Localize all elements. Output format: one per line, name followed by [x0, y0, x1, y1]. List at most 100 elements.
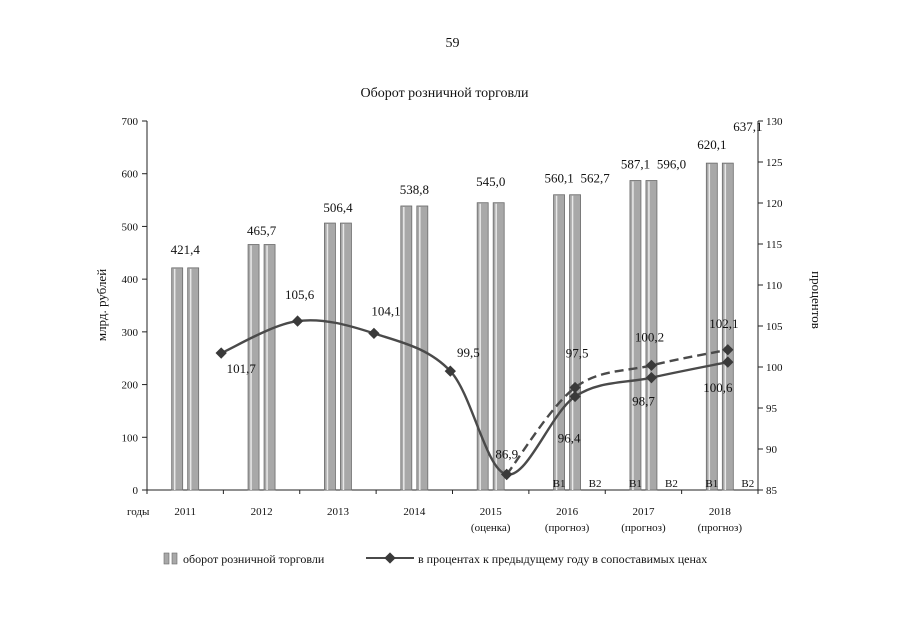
right-tick-label: 90 [766, 444, 778, 456]
x-category-note: (прогноз) [545, 522, 590, 534]
bar-value-label: 596,0 [657, 157, 686, 172]
x-category-note: (прогноз) [621, 522, 666, 534]
left-tick-label: 0 [133, 485, 139, 497]
bar [569, 194, 581, 491]
line-marker [215, 347, 227, 359]
lines-layer [215, 315, 734, 481]
x-category-note: (оценка) [471, 522, 511, 534]
line-marker [722, 344, 734, 356]
legend-line-label: в процентах к предыдущему году в сопоста… [418, 552, 707, 566]
legend-bars-label: оборот розничной торговли [183, 552, 325, 566]
line-value-label: 99,5 [457, 345, 480, 360]
legend-bar-swatch [163, 552, 170, 565]
labels-layer: 421,4 465,7 506,4 538,8 545,0 560,1 562,7 587,1… [171, 119, 763, 490]
line-value-label: 86,9 [495, 446, 518, 461]
right-tick-label: 120 [766, 198, 783, 210]
variant-label-b2: B2 [665, 478, 678, 490]
left-tick-label: 100 [122, 432, 139, 444]
right-tick-label: 85 [766, 485, 778, 497]
x-category-year: 2018 [709, 506, 732, 518]
line-marker [722, 356, 734, 368]
bar-value-label: 538,8 [400, 182, 429, 197]
bar [263, 244, 276, 491]
line-value-label: 105,6 [285, 287, 315, 302]
legend-bar-swatch [171, 552, 178, 565]
bar [340, 222, 352, 491]
bar-value-label: 562,7 [580, 171, 610, 186]
line-value-label: 96,4 [558, 431, 581, 446]
x-axis-prefix: годы [127, 506, 150, 518]
chart-title: Оборот розничной торговли [360, 86, 529, 101]
bar-value-label: 421,4 [171, 242, 201, 257]
line-value-label: 102,1 [709, 316, 738, 331]
bar-value-label: 545,0 [476, 174, 505, 189]
line-marker [569, 390, 581, 403]
bar [721, 162, 734, 491]
legend-line-marker [384, 552, 396, 564]
bar-value-label: 560,1 [544, 171, 573, 186]
x-category-year: 2016 [556, 506, 579, 518]
right-tick-label: 95 [766, 403, 778, 415]
line-marker [645, 359, 658, 372]
right-tick-label: 115 [766, 239, 783, 251]
line-marker [501, 468, 513, 481]
line-marker [291, 315, 304, 327]
bar-value-label: 587,1 [621, 157, 650, 172]
line-series-variant-1 [220, 319, 729, 476]
page-number: 59 [445, 36, 460, 51]
right-tick-label: 105 [766, 321, 783, 333]
bars-layer [171, 162, 734, 491]
line-value-label: 104,1 [371, 303, 400, 318]
line-value-label: 100,2 [635, 329, 664, 344]
bar [553, 194, 565, 491]
right-axis-title: процентов [809, 271, 824, 329]
variant-label-b1: B1 [553, 478, 566, 490]
variant-label-b1: B1 [705, 478, 718, 490]
bar [400, 205, 413, 491]
bar-value-label: 506,4 [323, 200, 353, 215]
bar-value-label: 637,1 [733, 119, 762, 134]
line-marker [444, 365, 456, 377]
bar [629, 180, 642, 491]
x-category-year: 2011 [174, 506, 196, 518]
left-axis-title: млрд. рублей [94, 269, 109, 341]
left-tick-label: 300 [122, 327, 139, 339]
left-tick-label: 600 [122, 169, 139, 181]
line-marker [368, 327, 380, 340]
bar [247, 244, 260, 491]
line-value-label: 97,5 [566, 346, 589, 361]
bar [492, 202, 505, 491]
variant-label-b1: B1 [629, 478, 642, 490]
left-tick-label: 200 [122, 380, 139, 392]
left-tick-label: 500 [122, 221, 139, 233]
line-marker [569, 381, 581, 394]
line-series-variant-2 [505, 348, 729, 476]
line-marker [645, 372, 658, 384]
x-category-year: 2017 [632, 506, 655, 518]
right-tick-label: 130 [766, 116, 783, 128]
x-category-year: 2015 [480, 506, 503, 518]
line-value-label: 100,6 [703, 380, 733, 395]
line-value-label: 98,7 [632, 394, 655, 409]
left-tick-label: 400 [122, 274, 139, 286]
bar-value-label: 465,7 [247, 223, 277, 238]
x-category-year: 2013 [327, 506, 350, 518]
x-category-year: 2014 [403, 506, 426, 518]
x-category-year: 2012 [251, 506, 273, 518]
right-tick-label: 110 [766, 280, 783, 292]
bar [705, 162, 718, 491]
legend: оборот розничной торговли в процентах к п… [163, 552, 707, 566]
bar [476, 202, 489, 491]
left-tick-label: 700 [122, 116, 139, 128]
line-value-label: 101,7 [227, 361, 257, 376]
bar [187, 267, 200, 491]
x-category-note: (прогноз) [698, 522, 743, 534]
bar [645, 180, 658, 491]
bar-value-label: 620,1 [697, 137, 726, 152]
variant-label-b2: B2 [589, 478, 602, 490]
bar [324, 222, 336, 491]
right-tick-label: 100 [766, 362, 783, 374]
bar [171, 267, 184, 491]
right-tick-label: 125 [766, 157, 783, 169]
